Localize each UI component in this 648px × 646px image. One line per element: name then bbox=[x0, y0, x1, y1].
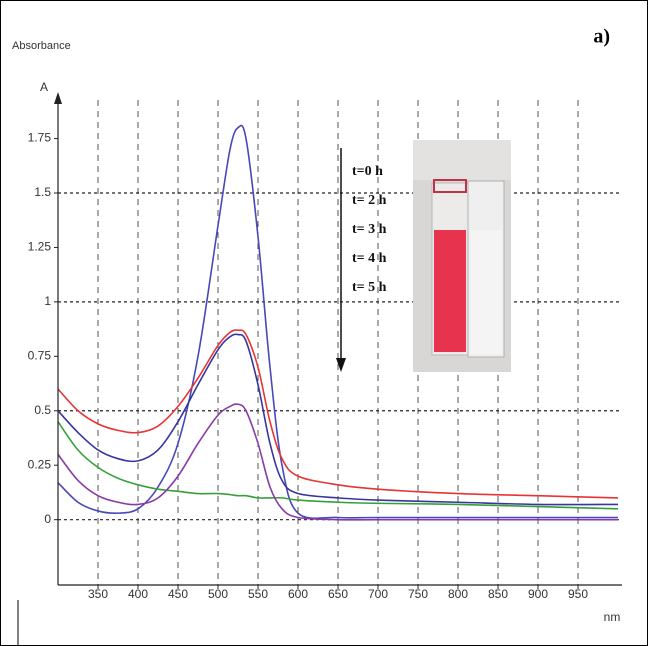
time-arrow-head bbox=[336, 358, 346, 372]
series-line bbox=[57, 333, 619, 506]
y-axis-title: Absorbance bbox=[12, 40, 71, 52]
annotation: t=0 h bbox=[352, 164, 383, 179]
y-tick-label: 0.5 bbox=[34, 403, 51, 417]
series-line bbox=[57, 329, 619, 499]
x-tick-label: 500 bbox=[208, 587, 228, 601]
y-tick-label: 1 bbox=[44, 294, 51, 308]
cuvette-cap bbox=[433, 179, 467, 193]
annotation: t= 5 h bbox=[352, 280, 387, 295]
red-solution bbox=[434, 230, 466, 352]
x-tick-label: 650 bbox=[328, 587, 348, 601]
x-tick-label: 400 bbox=[128, 587, 148, 601]
y-axis-arrow bbox=[54, 92, 62, 104]
y-tick-label: 1.25 bbox=[28, 240, 52, 254]
x-axis-label: nm bbox=[604, 610, 621, 624]
annotation: t= 4 h bbox=[352, 251, 387, 266]
x-tick-label: 850 bbox=[488, 587, 508, 601]
x-tick-label: 800 bbox=[448, 587, 468, 601]
photo-wall bbox=[413, 140, 511, 180]
series-line bbox=[57, 124, 618, 520]
y-tick-label: 0.25 bbox=[28, 457, 52, 471]
x-tick-label: 450 bbox=[168, 587, 188, 601]
y-tick-label: 1.5 bbox=[34, 185, 51, 199]
cuvette-photo bbox=[413, 140, 511, 372]
x-tick-label: 350 bbox=[88, 587, 108, 601]
clear-solution bbox=[470, 230, 502, 354]
x-tick-label: 900 bbox=[528, 587, 548, 601]
x-tick-label: 950 bbox=[568, 587, 588, 601]
x-tick-label: 600 bbox=[288, 587, 308, 601]
x-tick-label: 750 bbox=[408, 587, 428, 601]
y-axis-label: A bbox=[40, 80, 48, 94]
y-tick-label: 1.75 bbox=[28, 131, 52, 145]
panel-label: a) bbox=[593, 26, 610, 48]
series-line bbox=[57, 421, 619, 510]
y-tick-label: 0 bbox=[44, 512, 51, 526]
plot-lines bbox=[57, 124, 619, 521]
x-tick-label: 700 bbox=[368, 587, 388, 601]
y-tick-label: 0.75 bbox=[28, 349, 52, 363]
series-line bbox=[57, 403, 618, 521]
x-tick-label: 550 bbox=[248, 587, 268, 601]
annotation: t= 3 h bbox=[352, 222, 387, 237]
annotation: t= 2 h bbox=[352, 193, 387, 208]
